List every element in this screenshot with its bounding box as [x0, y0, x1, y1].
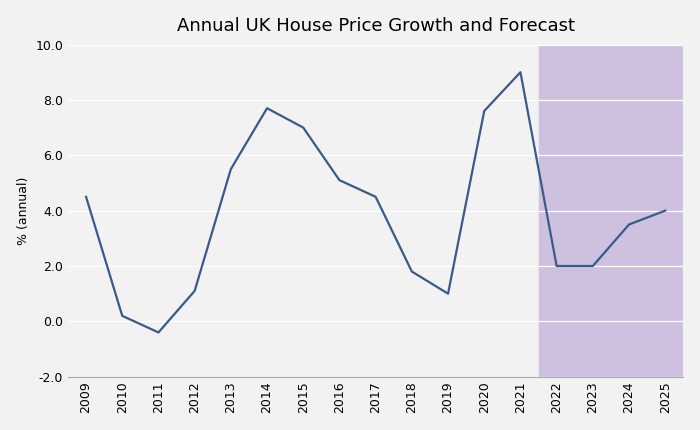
Title: Annual UK House Price Growth and Forecast: Annual UK House Price Growth and Forecas…: [176, 17, 575, 35]
Bar: [538, 45, 683, 377]
Y-axis label: % (annual): % (annual): [17, 176, 29, 245]
